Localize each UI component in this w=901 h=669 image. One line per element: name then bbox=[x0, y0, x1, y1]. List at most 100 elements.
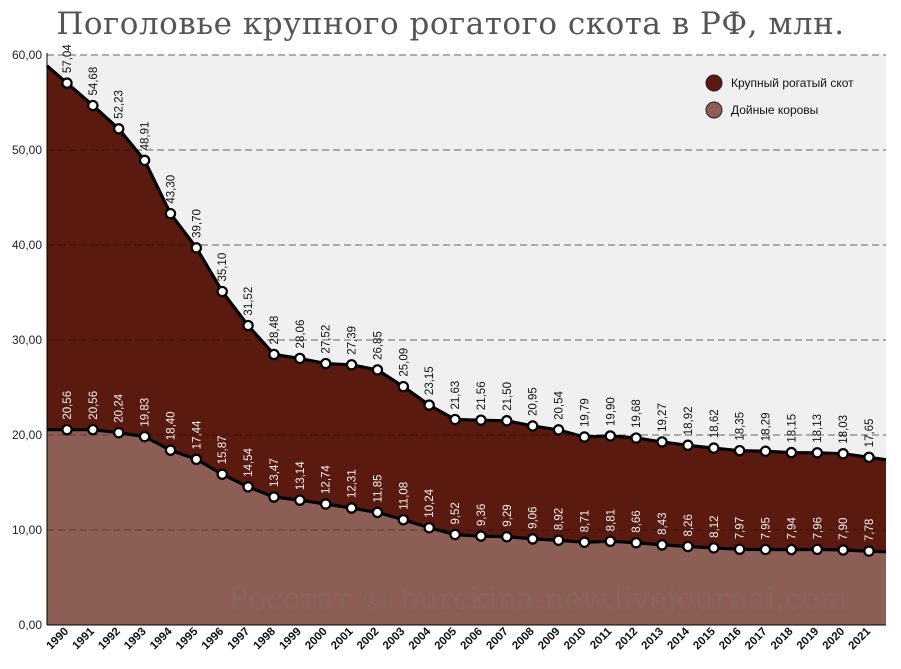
y-axis: 0,00 10,00 20,00 30,00 40,00 50,00 60,00 bbox=[12, 48, 886, 632]
data-point bbox=[526, 533, 539, 545]
data-label: 19,90 bbox=[605, 397, 617, 426]
data-label: 14,54 bbox=[243, 447, 255, 476]
series-line bbox=[45, 64, 887, 462]
y-tick-label: 40,00 bbox=[12, 238, 42, 252]
data-point bbox=[578, 431, 591, 443]
data-label: 21,56 bbox=[476, 381, 488, 410]
data-point bbox=[863, 545, 875, 557]
data-label: 8,66 bbox=[631, 510, 643, 532]
x-tick-label: 2001 bbox=[329, 625, 356, 652]
data-label: 9,06 bbox=[528, 507, 540, 529]
data-label: 10,24 bbox=[424, 488, 436, 517]
legend-marker bbox=[705, 74, 723, 92]
data-label: 7,94 bbox=[786, 517, 798, 540]
data-point bbox=[87, 99, 99, 112]
data-point bbox=[268, 348, 280, 361]
data-label: 28,06 bbox=[295, 320, 307, 349]
data-label: 12,31 bbox=[347, 469, 359, 498]
data-point bbox=[371, 364, 384, 376]
data-label: 52,23 bbox=[114, 90, 126, 119]
data-label: 20,95 bbox=[528, 387, 540, 416]
data-point bbox=[656, 539, 668, 551]
x-tick-label: 1999 bbox=[277, 626, 304, 653]
data-point bbox=[811, 543, 823, 556]
x-tick-label: 2000 bbox=[303, 626, 330, 653]
data-point bbox=[294, 494, 306, 506]
data-point bbox=[656, 436, 668, 448]
y-tick-label: 30,00 bbox=[12, 333, 42, 347]
data-label: 43,30 bbox=[165, 175, 177, 204]
x-tick-label: 2002 bbox=[355, 626, 382, 653]
data-points bbox=[61, 77, 875, 557]
data-point bbox=[138, 430, 151, 443]
data-label: 35,10 bbox=[217, 253, 229, 282]
data-point bbox=[138, 154, 151, 167]
data-label: 8,71 bbox=[579, 510, 591, 532]
data-label: 11,85 bbox=[372, 474, 384, 502]
series-line bbox=[47, 428, 887, 554]
data-point bbox=[164, 444, 177, 456]
data-point bbox=[733, 444, 746, 457]
x-tick-label: 1996 bbox=[200, 626, 227, 653]
data-point bbox=[604, 535, 616, 548]
x-tick-label: 2007 bbox=[484, 626, 511, 653]
data-label: 13,14 bbox=[295, 461, 307, 490]
data-point bbox=[863, 451, 875, 464]
data-point bbox=[630, 537, 642, 549]
data-label: 28,48 bbox=[269, 316, 281, 345]
y-tick-label: 20,00 bbox=[12, 428, 42, 442]
x-tick-label: 2016 bbox=[717, 626, 744, 653]
data-label: 31,52 bbox=[243, 287, 255, 316]
data-point bbox=[501, 531, 513, 543]
data-point bbox=[708, 442, 720, 454]
data-label: 20,24 bbox=[114, 393, 126, 422]
data-label: 18,62 bbox=[709, 409, 721, 438]
data-label: 25,09 bbox=[398, 348, 410, 377]
x-tick-label: 2015 bbox=[691, 625, 718, 652]
data-point bbox=[397, 380, 410, 393]
data-labels: 57,04 54,68 52,23 48,91 43,30 39,70 35,10 31,52… bbox=[62, 44, 876, 541]
data-label: 12,74 bbox=[321, 465, 333, 494]
legend: Крупный рогатый скот Дойные коровы bbox=[705, 74, 854, 119]
x-tick-label: 2011 bbox=[588, 625, 615, 652]
x-tick-label: 1992 bbox=[96, 626, 123, 653]
data-label: 11,08 bbox=[398, 482, 410, 510]
chart-title: Поголовье крупного рогатого скота в РФ, … bbox=[56, 6, 845, 42]
data-label: 19,68 bbox=[631, 399, 643, 428]
data-point bbox=[216, 285, 228, 298]
data-label: 8,92 bbox=[554, 508, 566, 530]
x-tick-label: 2018 bbox=[769, 625, 796, 652]
data-point bbox=[682, 540, 694, 553]
data-label: 20,56 bbox=[62, 391, 74, 420]
data-point bbox=[61, 77, 73, 89]
x-tick-label: 1991 bbox=[70, 625, 97, 652]
data-label: 48,91 bbox=[140, 122, 152, 151]
data-point bbox=[475, 414, 487, 426]
data-label: 57,04 bbox=[62, 44, 74, 73]
data-label: 9,36 bbox=[476, 504, 488, 526]
data-point bbox=[113, 427, 125, 439]
data-label: 9,29 bbox=[502, 504, 514, 526]
x-axis: 1990 1991 1992 1993 1994 1995 1996 1997 1998 1999… bbox=[45, 625, 874, 652]
data-label: 18,15 bbox=[786, 414, 798, 443]
x-tick-label: 2003 bbox=[381, 626, 408, 653]
data-label: 8,26 bbox=[683, 514, 695, 536]
data-point bbox=[397, 514, 410, 526]
data-point bbox=[345, 359, 358, 371]
data-label: 8,43 bbox=[657, 513, 669, 535]
y-tick-label: 50,00 bbox=[12, 143, 42, 157]
data-point bbox=[733, 543, 746, 555]
y-tick-label: 10,00 bbox=[12, 523, 42, 537]
data-point bbox=[759, 445, 772, 457]
data-point bbox=[190, 242, 203, 254]
data-point bbox=[708, 542, 720, 554]
x-tick-label: 1990 bbox=[45, 626, 72, 653]
data-point bbox=[682, 439, 694, 451]
data-label: 8,81 bbox=[605, 509, 617, 531]
data-point bbox=[345, 502, 358, 514]
data-label: 54,68 bbox=[88, 67, 100, 96]
x-tick-label: 2008 bbox=[510, 625, 537, 652]
data-point bbox=[190, 453, 203, 466]
data-point bbox=[371, 506, 384, 519]
